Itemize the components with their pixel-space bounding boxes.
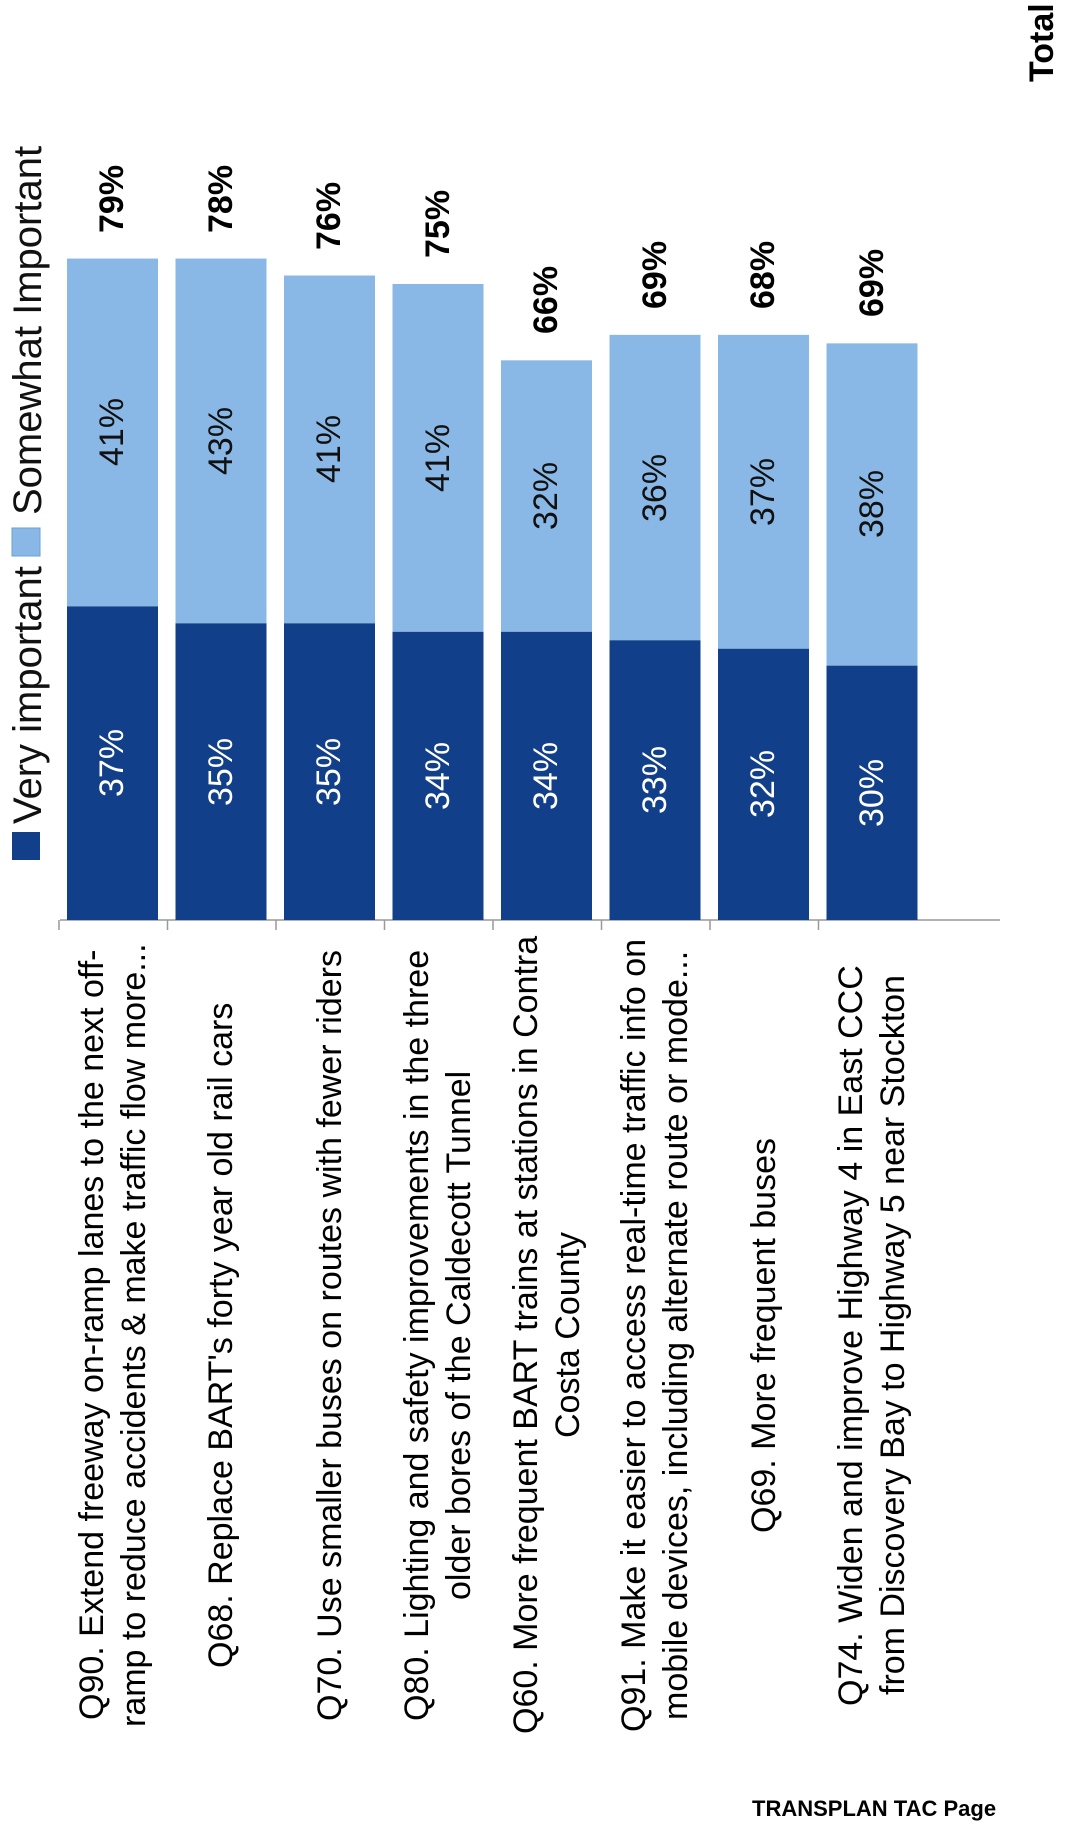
category-label: older bores of the Caldecott Tunnel	[440, 1070, 478, 1600]
data-label-somewhat-important: 41%	[93, 398, 131, 467]
legend-swatch-very-important	[12, 832, 40, 860]
bar-very-important	[501, 631, 592, 920]
legend-label-very-important: Very important	[5, 566, 50, 824]
data-label-somewhat-important: 41%	[310, 415, 348, 484]
total-label: 68%	[744, 240, 782, 309]
bar-very-important	[175, 623, 267, 920]
data-label-somewhat-important: 32%	[527, 461, 565, 530]
footer-text: TRANSPLAN TAC Page	[752, 1796, 997, 1821]
category-label: mobile devices, including alternate rout…	[657, 950, 695, 1720]
category-label: Q70. Use smaller buses on routes with fe…	[310, 949, 349, 1721]
data-label-very-important: 32%	[744, 750, 782, 819]
total-label: 79%	[93, 164, 131, 233]
total-label: 66%	[527, 266, 565, 335]
legend-label-somewhat-important: Somewhat Important	[5, 145, 50, 515]
total-label: 75%	[418, 189, 457, 258]
data-label-very-important: 35%	[201, 737, 240, 806]
data-label-somewhat-important: 41%	[418, 423, 457, 492]
category-label: Q90. Extend freeway on-ramp lanes to the…	[72, 949, 111, 1720]
category-label: Q74. Widen and improve Highway 4 in East…	[832, 964, 870, 1706]
bar-somewhat-important	[826, 343, 918, 666]
bar-very-important	[718, 648, 809, 920]
category-label: Costa County	[548, 1232, 587, 1438]
bar-somewhat-important	[609, 334, 701, 641]
data-label-very-important: 33%	[635, 746, 674, 815]
total-label: 69%	[852, 249, 891, 318]
bar-very-important	[67, 606, 158, 920]
total-column-title: Total	[1022, 2, 1061, 82]
data-label-somewhat-important: 36%	[635, 453, 674, 522]
data-label-very-important: 37%	[93, 729, 131, 798]
total-label: 69%	[635, 240, 674, 309]
bar-very-important	[284, 623, 375, 920]
bar-somewhat-important	[175, 258, 267, 624]
data-label-somewhat-important: 37%	[744, 457, 782, 526]
total-label: 76%	[310, 181, 348, 250]
total-label: 78%	[201, 164, 240, 233]
category-label: Q69. More frequent buses	[744, 1137, 783, 1533]
bar-very-important	[392, 631, 484, 920]
data-label-very-important: 34%	[527, 741, 565, 810]
category-label: Q80. Lighting and safety improvements in…	[398, 949, 436, 1721]
data-label-somewhat-important: 43%	[201, 406, 240, 475]
data-label-very-important: 34%	[418, 741, 457, 810]
bar-somewhat-important	[392, 284, 484, 632]
bar-somewhat-important	[718, 334, 809, 649]
legend-swatch-somewhat-important	[11, 527, 41, 557]
data-label-very-important: 30%	[852, 758, 891, 827]
category-label: Q60. More frequent BART trains at statio…	[506, 935, 545, 1734]
category-label: from Discovery Bay to Highway 5 near Sto…	[874, 975, 912, 1695]
bar-very-important	[826, 665, 918, 920]
category-label: Q68. Replace BART's forty year old rail …	[202, 1002, 240, 1668]
data-label-somewhat-important: 38%	[852, 470, 891, 539]
bar-somewhat-important	[67, 258, 158, 607]
bar-somewhat-important	[284, 275, 375, 624]
bar-very-important	[609, 640, 701, 920]
category-label: Q91. Make it easier to access real-time …	[615, 938, 653, 1732]
category-label: ramp to reduce accidents & make traffic …	[114, 943, 153, 1727]
data-label-very-important: 35%	[310, 737, 348, 806]
bar-somewhat-important	[501, 360, 592, 632]
